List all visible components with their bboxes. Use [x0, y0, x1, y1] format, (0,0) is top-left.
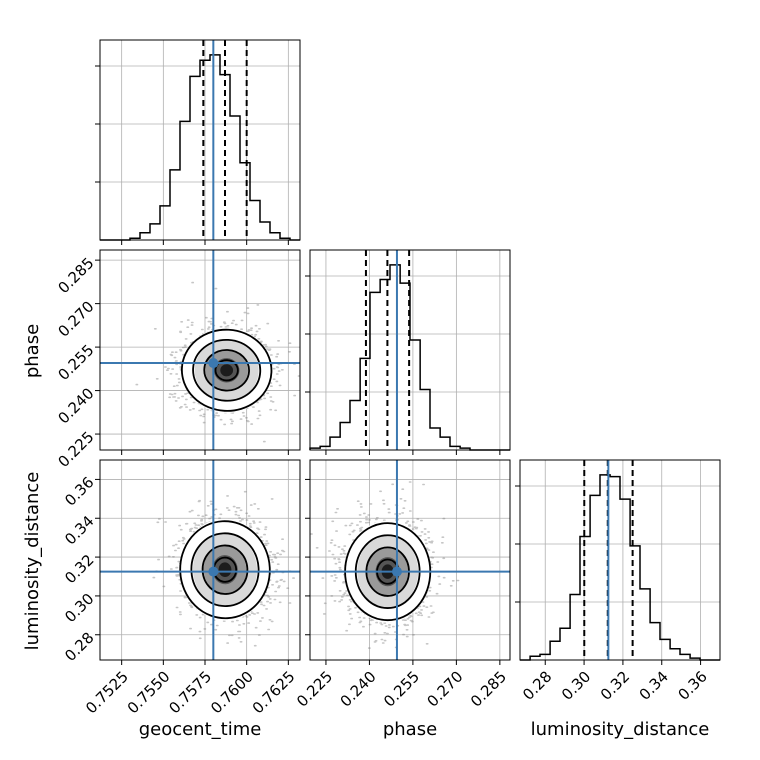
hist-panel-phase	[305, 249, 511, 455]
x-axis-label-geocent-time: geocent_time	[139, 719, 262, 740]
scatter-panel-geocent-time-luminosity-distance	[95, 459, 301, 665]
contour-line	[214, 359, 239, 382]
x-tick-label-geocent-time: 0.7575	[165, 668, 215, 718]
y-tick-label-luminosity-distance: 0.32	[61, 551, 97, 587]
y-tick-label-luminosity-distance: 0.30	[61, 590, 97, 626]
x-axis-label-phase: phase	[383, 719, 437, 740]
contour-line	[180, 328, 273, 412]
x-tick-label-geocent-time: 0.7525	[82, 668, 132, 718]
y-tick-label-phase: 0.225	[54, 428, 97, 471]
y-tick-label-phase: 0.285	[54, 254, 97, 297]
x-tick-label-luminosity-distance: 0.28	[519, 668, 555, 704]
scatter-panel-geocent-time-phase	[95, 249, 301, 455]
x-tick-label-luminosity-distance: 0.32	[597, 668, 633, 704]
y-tick-label-phase: 0.255	[54, 341, 97, 384]
x-tick-label-phase: 0.225	[293, 668, 336, 711]
density-fill	[220, 364, 234, 377]
y-tick-label-luminosity-distance: 0.34	[61, 512, 97, 548]
density-fill	[218, 562, 232, 577]
panel-frame	[99, 39, 301, 241]
x-tick-label-geocent-time: 0.7625	[249, 668, 299, 718]
truth-marker	[208, 358, 219, 369]
x-tick-label-phase: 0.270	[424, 668, 467, 711]
panel-frame	[99, 249, 301, 451]
truth-marker	[391, 566, 402, 577]
panel-frame	[309, 459, 511, 661]
panel-frame	[519, 459, 721, 661]
panel-frame	[309, 249, 511, 451]
x-tick-label-luminosity-distance: 0.30	[558, 668, 594, 704]
truth-marker	[208, 566, 219, 577]
hist-panel-geocent-time	[95, 39, 301, 245]
y-tick-label-phase: 0.270	[54, 297, 97, 340]
y-tick-label-luminosity-distance: 0.36	[61, 473, 97, 509]
histogram-geocent-time	[100, 54, 300, 241]
hist-panel-luminosity-distance	[515, 459, 721, 665]
x-tick-label-phase: 0.285	[467, 668, 510, 711]
x-tick-label-phase: 0.240	[337, 668, 380, 711]
y-axis-label-phase: phase	[22, 324, 43, 378]
x-tick-label-geocent-time: 0.7550	[124, 668, 174, 718]
x-tick-label-phase: 0.255	[380, 668, 423, 711]
contour-line	[192, 338, 262, 402]
x-tick-label-luminosity-distance: 0.36	[674, 668, 710, 704]
panel-content	[100, 460, 300, 660]
panel-frame	[99, 459, 301, 661]
x-axis-label-luminosity-distance: luminosity_distance	[531, 719, 710, 740]
contour-line	[203, 349, 250, 392]
panel-content	[100, 250, 300, 450]
panel-content	[310, 460, 510, 660]
y-axis-label-luminosity-distance: luminosity_distance	[22, 472, 43, 651]
histogram-luminosity-distance	[520, 474, 720, 661]
y-tick-label-phase: 0.240	[54, 384, 97, 427]
histogram-phase	[309, 264, 510, 451]
y-tick-label-luminosity-distance: 0.28	[61, 629, 97, 665]
x-tick-label-geocent-time: 0.7600	[207, 668, 257, 718]
x-tick-label-luminosity-distance: 0.34	[636, 668, 672, 704]
scatter-panel-phase-luminosity-distance	[305, 459, 511, 665]
